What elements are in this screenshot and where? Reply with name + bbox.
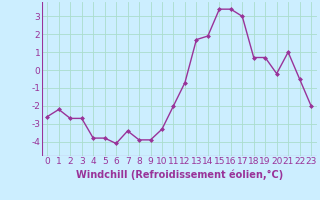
X-axis label: Windchill (Refroidissement éolien,°C): Windchill (Refroidissement éolien,°C) <box>76 169 283 180</box>
